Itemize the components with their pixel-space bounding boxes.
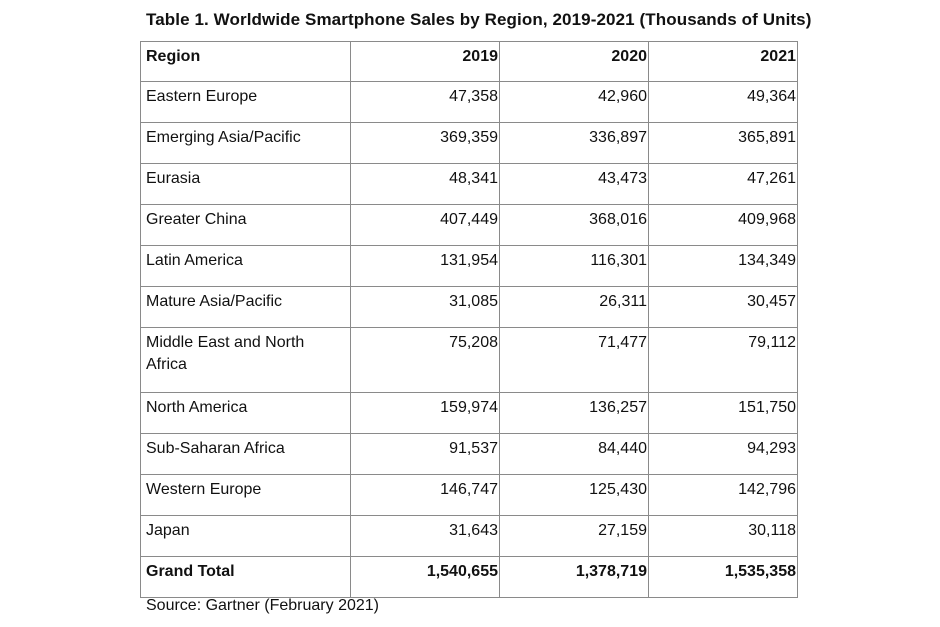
table-row: Latin America 131,954 116,301 134,349 — [140, 245, 798, 287]
table-row: Middle East and North Africa 75,208 71,4… — [140, 327, 798, 393]
value-cell: 409,968 — [648, 204, 798, 246]
value-cell: 369,359 — [350, 122, 500, 164]
table-row: Mature Asia/Pacific 31,085 26,311 30,457 — [140, 286, 798, 328]
table-row: Emerging Asia/Pacific 369,359 336,897 36… — [140, 122, 798, 164]
value-cell: 42,960 — [499, 81, 649, 123]
value-cell: 79,112 — [648, 327, 798, 393]
region-cell: North America — [140, 392, 351, 434]
table-title: Table 1. Worldwide Smartphone Sales by R… — [146, 10, 812, 29]
table-row: North America 159,974 136,257 151,750 — [140, 392, 798, 434]
table-row: Greater China 407,449 368,016 409,968 — [140, 204, 798, 246]
table-row: Sub-Saharan Africa 91,537 84,440 94,293 — [140, 433, 798, 475]
region-cell: Western Europe — [140, 474, 351, 516]
value-cell: 31,085 — [350, 286, 500, 328]
region-cell: Emerging Asia/Pacific — [140, 122, 351, 164]
sales-table: Region 2019 2020 2021 Eastern Europe 47,… — [140, 41, 798, 598]
value-cell: 26,311 — [499, 286, 649, 328]
table-row: Eastern Europe 47,358 42,960 49,364 — [140, 81, 798, 123]
value-cell: 131,954 — [350, 245, 500, 287]
value-cell: 142,796 — [648, 474, 798, 516]
value-cell: 365,891 — [648, 122, 798, 164]
value-cell: 91,537 — [350, 433, 500, 475]
value-cell: 125,430 — [499, 474, 649, 516]
region-cell: Latin America — [140, 245, 351, 287]
value-cell: 94,293 — [648, 433, 798, 475]
value-cell: 146,747 — [350, 474, 500, 516]
value-cell: 134,349 — [648, 245, 798, 287]
grand-total-row: Grand Total 1,540,655 1,378,719 1,535,35… — [140, 556, 798, 598]
value-cell: 151,750 — [648, 392, 798, 434]
header-2021: 2021 — [648, 41, 798, 82]
region-cell: Mature Asia/Pacific — [140, 286, 351, 328]
total-label: Grand Total — [140, 556, 351, 598]
value-cell: 43,473 — [499, 163, 649, 205]
header-row: Region 2019 2020 2021 — [140, 41, 798, 82]
value-cell: 49,364 — [648, 81, 798, 123]
value-cell: 116,301 — [499, 245, 649, 287]
region-cell: Eurasia — [140, 163, 351, 205]
value-cell: 27,159 — [499, 515, 649, 557]
region-cell: Sub-Saharan Africa — [140, 433, 351, 475]
value-cell: 84,440 — [499, 433, 649, 475]
value-cell: 71,477 — [499, 327, 649, 393]
total-value: 1,378,719 — [499, 556, 649, 598]
table-row: Western Europe 146,747 125,430 142,796 — [140, 474, 798, 516]
value-cell: 31,643 — [350, 515, 500, 557]
header-2019: 2019 — [350, 41, 500, 82]
region-cell: Japan — [140, 515, 351, 557]
table-row: Japan 31,643 27,159 30,118 — [140, 515, 798, 557]
value-cell: 30,118 — [648, 515, 798, 557]
region-cell: Eastern Europe — [140, 81, 351, 123]
value-cell: 30,457 — [648, 286, 798, 328]
total-value: 1,540,655 — [350, 556, 500, 598]
region-cell: Greater China — [140, 204, 351, 246]
value-cell: 368,016 — [499, 204, 649, 246]
table-row: Eurasia 48,341 43,473 47,261 — [140, 163, 798, 205]
header-region: Region — [140, 41, 351, 82]
region-cell: Middle East and North Africa — [140, 327, 351, 393]
value-cell: 159,974 — [350, 392, 500, 434]
value-cell: 75,208 — [350, 327, 500, 393]
header-2020: 2020 — [499, 41, 649, 82]
value-cell: 48,341 — [350, 163, 500, 205]
total-value: 1,535,358 — [648, 556, 798, 598]
source-note: Source: Gartner (February 2021) — [146, 597, 379, 614]
value-cell: 47,261 — [648, 163, 798, 205]
value-cell: 336,897 — [499, 122, 649, 164]
value-cell: 407,449 — [350, 204, 500, 246]
value-cell: 136,257 — [499, 392, 649, 434]
value-cell: 47,358 — [350, 81, 500, 123]
